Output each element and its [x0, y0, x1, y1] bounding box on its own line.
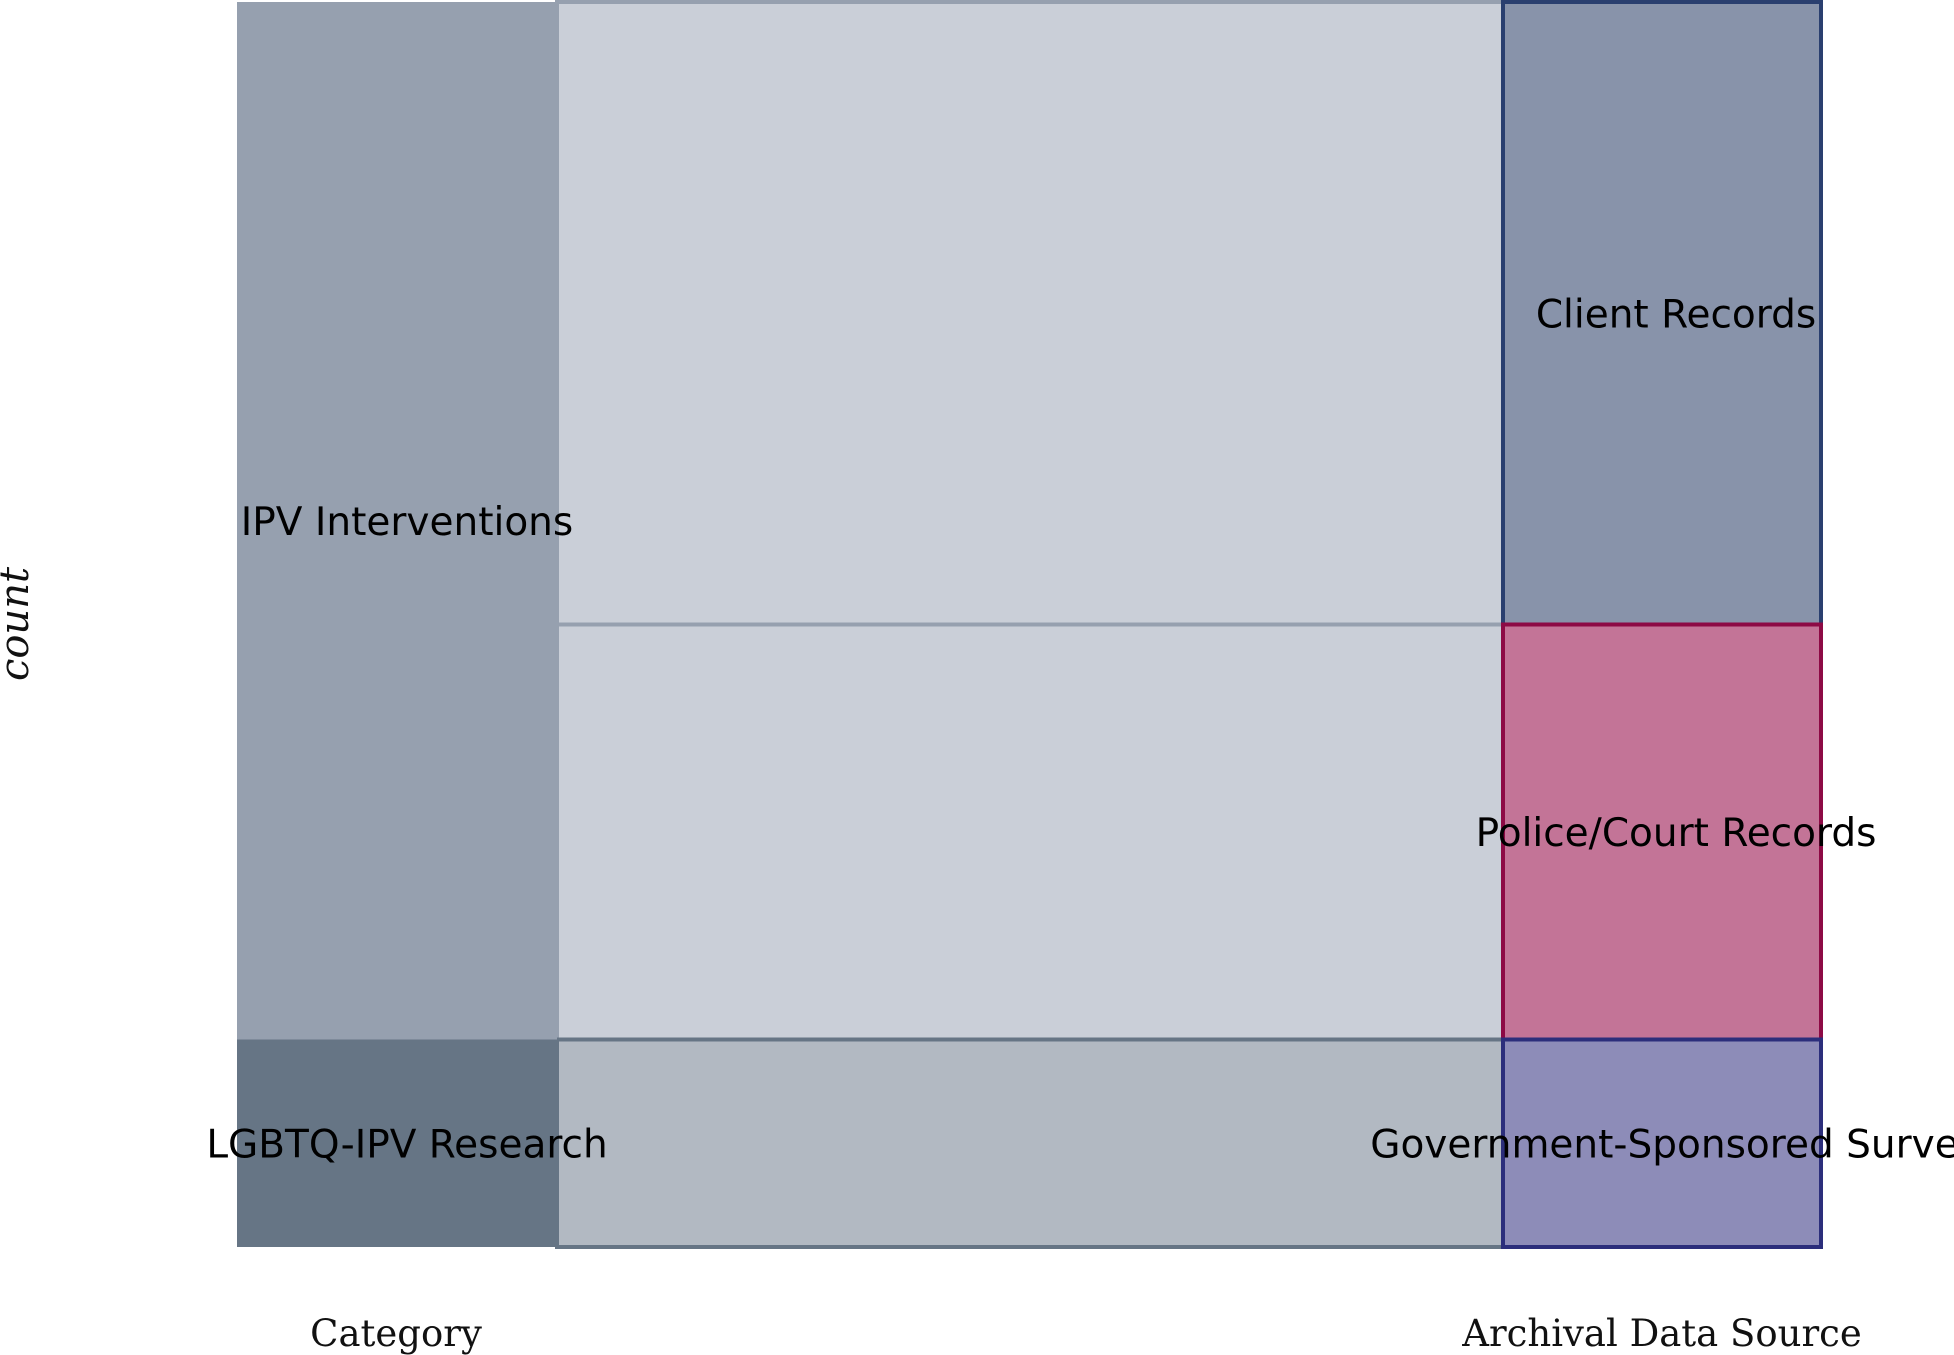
y-axis-label: count: [0, 566, 38, 681]
flow-ipv-interventions-to-police-court-records: [555, 622, 1505, 1042]
flow-ipv-interventions-to-client-records: [555, 0, 1505, 627]
node-lgbtq-ipv-research: [237, 1039, 557, 1247]
node-label-lgbtq-ipv-research: LGBTQ-IPV Research: [206, 1122, 607, 1167]
node-label-ipv-interventions: IPV Interventions: [241, 500, 573, 545]
dimension-label-category: Category: [310, 1312, 482, 1355]
node-ipv-interventions: [237, 2, 557, 1040]
node-label-client-records: Client Records: [1536, 292, 1816, 337]
flow-lgbtq-ipv-research-to-government-sponsored-survey: [555, 1037, 1505, 1250]
dimension-label-archival-data-source: Archival Data Source: [1461, 1312, 1862, 1355]
node-police-court-records: [1501, 622, 1823, 1042]
node-label-government-sponsored-survey: Government-Sponsored Survey: [1370, 1122, 1954, 1167]
node-label-police-court-records: Police/Court Records: [1476, 811, 1877, 856]
node-government-sponsored-survey: [1501, 1037, 1823, 1249]
